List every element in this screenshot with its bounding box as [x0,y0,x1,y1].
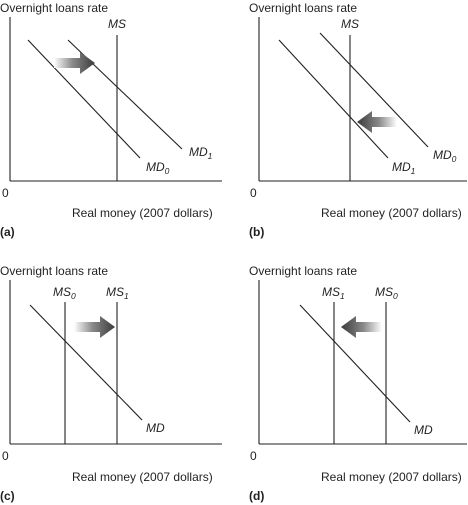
panel-b: Overnight loans rate 0 Real money (2007 … [249,1,467,239]
y-axis-label: Overnight loans rate [0,264,108,278]
ms0-label: MS0 [375,285,398,301]
panel-d: Overnight loans rate 0 Real money (2007 … [249,264,467,503]
ms1-label: MS1 [106,285,129,301]
md0-curve [319,32,429,148]
ms-label: MS [341,17,359,31]
shift-left-arrow [341,316,382,338]
md-curve [29,304,143,421]
md0-label: MD0 [433,148,457,164]
md1-label: MD1 [392,160,416,176]
panel-tag: (d) [249,489,264,503]
shift-right-arrow [74,316,115,338]
md-curve [299,304,411,423]
origin-label: 0 [2,186,9,200]
panel-c: Overnight loans rate 0 Real money (2007 … [0,264,222,503]
md-label: MD [146,421,165,435]
ms-label: MS [108,17,126,31]
panel-tag: (c) [0,489,15,503]
x-axis-label: Real money (2007 dollars) [72,206,213,220]
x-axis-label: Real money (2007 dollars) [321,206,462,220]
panel-tag: (b) [249,225,264,239]
y-axis-label: Overnight loans rate [0,1,108,15]
ms1-label: MS1 [322,285,345,301]
y-axis-label: Overnight loans rate [249,264,357,278]
shift-left-arrow [357,111,397,133]
md-label: MD [414,423,433,437]
md1-label: MD1 [189,145,213,161]
x-axis-label: Real money (2007 dollars) [321,470,462,484]
md0-curve [27,39,141,159]
x-axis-label: Real money (2007 dollars) [72,470,213,484]
shift-right-arrow [54,52,95,74]
origin-label: 0 [250,449,257,463]
ms0-label: MS0 [53,285,76,301]
origin-label: 0 [2,449,9,463]
md1-curve [278,39,389,159]
md0-label: MD0 [146,160,170,176]
y-axis-label: Overnight loans rate [249,1,357,15]
panel-tag: (a) [0,225,15,239]
origin-label: 0 [250,186,257,200]
panel-a: Overnight loans rate 0 Real money (2007 … [0,1,222,239]
